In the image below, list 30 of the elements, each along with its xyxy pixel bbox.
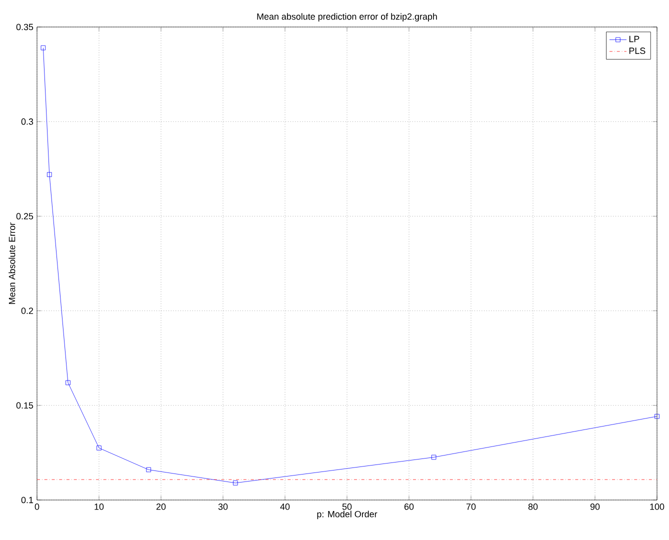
point: [233, 480, 238, 486]
y-tick-label: 0.15: [16, 402, 34, 409]
x-tick-label: 10: [94, 504, 104, 510]
x-tick-label: 0: [34, 504, 40, 510]
point: [96, 446, 102, 450]
point: [654, 414, 660, 419]
legend-label: PLS: [629, 48, 646, 54]
x-axis-title: p: Model Order: [317, 510, 378, 520]
y-axis-title: Mean Absolute Error: [8, 222, 16, 304]
point: [66, 380, 70, 386]
x-tick-label: 70: [466, 504, 476, 510]
x-tick-label: 100: [650, 504, 664, 510]
y-tick-label: 0.3: [21, 118, 34, 125]
legend-label: LP: [629, 36, 640, 42]
point: [431, 454, 436, 460]
x-tick-label: 90: [590, 504, 600, 510]
x-tick-label: 30: [218, 504, 228, 510]
x-tick-label: 50: [342, 504, 352, 510]
y-tick-label: 0.1: [21, 496, 34, 504]
y-tick-label: 0.25: [16, 213, 34, 220]
x-tick-label: 40: [280, 504, 290, 510]
y-tick-label: 0.2: [21, 308, 34, 314]
point: [47, 172, 52, 177]
y-tick-label: 0.35: [16, 24, 34, 30]
x-tick-label: 80: [528, 504, 538, 510]
point: [40, 45, 46, 50]
chart-title: Mean absolute prediction error of bzip2.graph: [257, 13, 437, 22]
point: [146, 467, 151, 472]
x-tick-label: 60: [404, 504, 414, 510]
x-tick-label: 20: [156, 504, 166, 510]
